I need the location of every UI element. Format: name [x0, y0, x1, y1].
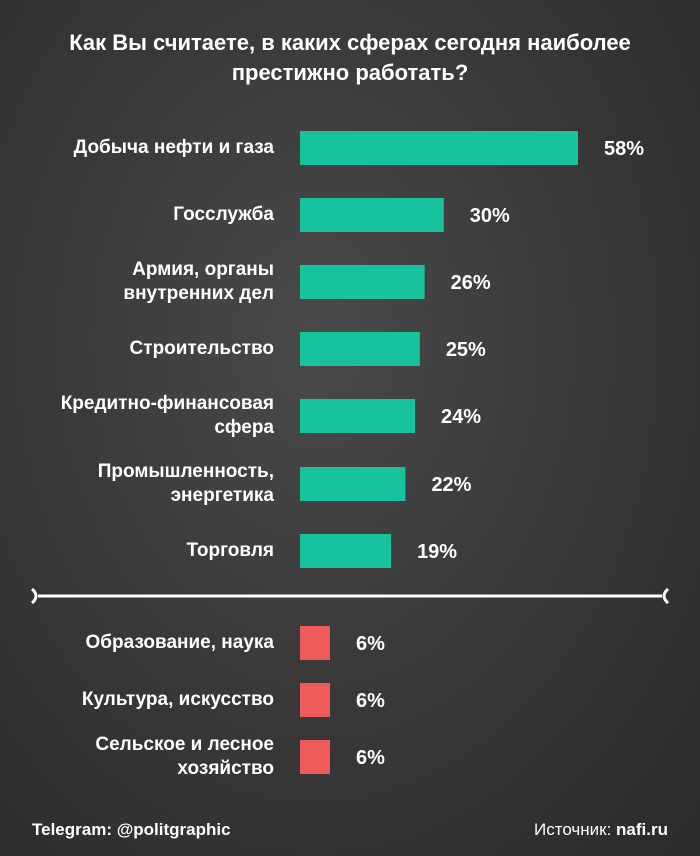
bar-0-2 [300, 265, 425, 299]
value-label-0-1: 30% [470, 205, 510, 227]
bar-0-1 [300, 198, 444, 232]
telegram-credit: Telegram: @politgraphic [32, 820, 231, 839]
bar-1-0 [300, 626, 330, 660]
value-label-0-0: 58% [604, 138, 644, 160]
bar-0-4 [300, 399, 416, 433]
value-label-0-3: 25% [446, 339, 486, 361]
value-label-0-4: 24% [441, 406, 481, 428]
group-divider [30, 588, 670, 604]
source-credit: Источник: nafi.ru [534, 820, 668, 840]
value-label-0-2: 26% [451, 272, 491, 294]
category-label-1-2: Сельское и лесное хозяйство [95, 734, 274, 779]
chart-title-line-1: Как Вы считаете, в каких сферах сегодня … [69, 30, 631, 55]
category-label-0-0: Добыча нефти и газа [73, 137, 274, 158]
source-name: nafi.ru [616, 820, 668, 839]
bar-1-2 [300, 740, 330, 774]
source-prefix: Источник: [534, 820, 617, 839]
bar-1-1 [300, 683, 330, 717]
bar-0-3 [300, 332, 420, 366]
chart-title-line-2: престижно работать? [231, 60, 469, 85]
bar-0-6 [300, 534, 392, 568]
category-label-0-2: Армия, органы внутренних дел [123, 259, 274, 304]
value-label-1-2: 6% [356, 747, 385, 769]
bar-0-5 [300, 467, 406, 501]
category-label-0-4: Кредитно-финансовая сфера [60, 393, 274, 438]
category-label-0-5: Промышленность, энергетика [97, 461, 274, 506]
category-label-0-6: Торговля [186, 540, 274, 561]
bar-0-0 [300, 131, 578, 165]
category-label-1-1: Культура, искусство [81, 689, 274, 710]
value-label-1-0: 6% [356, 633, 385, 655]
value-label-0-5: 22% [431, 474, 471, 496]
chart-title: Как Вы считаете, в каких сферах сегодня … [20, 28, 680, 88]
category-label-0-1: Госслужба [173, 204, 274, 225]
value-label-0-6: 19% [417, 541, 457, 563]
category-label-1-0: Образование, наука [85, 632, 274, 653]
category-label-0-3: Строительство [129, 338, 274, 359]
value-label-1-1: 6% [356, 690, 385, 712]
